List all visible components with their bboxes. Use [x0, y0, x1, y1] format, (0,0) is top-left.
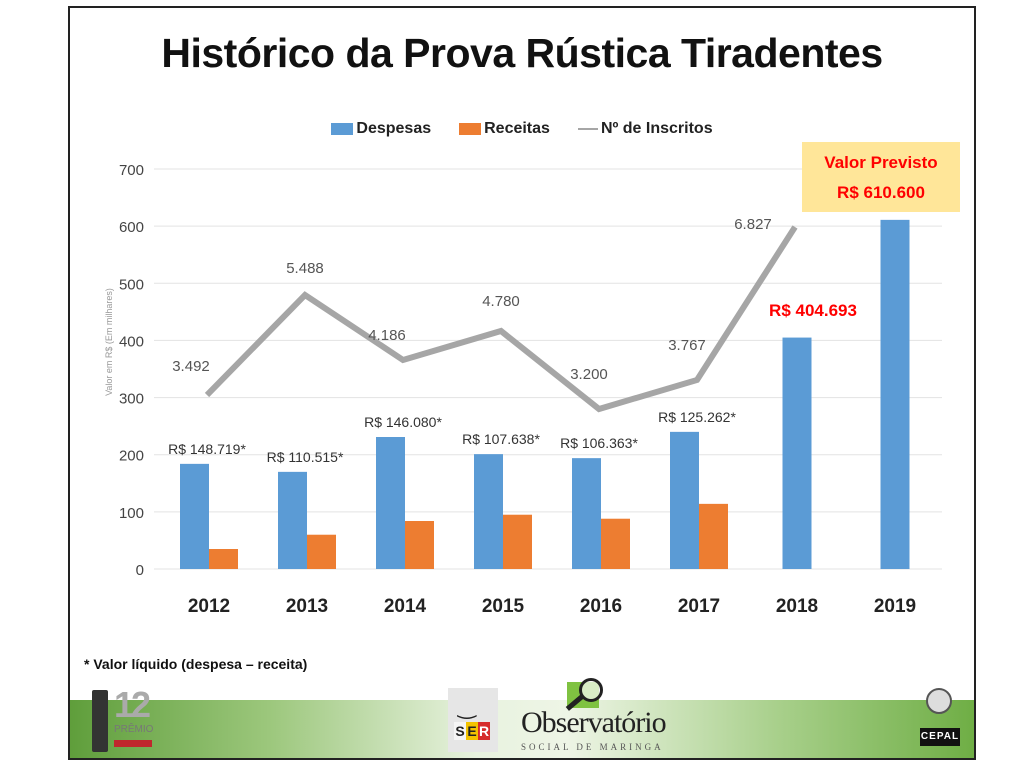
x-tick-label: 2016	[580, 596, 622, 617]
bar-data-label: R$ 146.080*	[364, 414, 442, 430]
ser-word: S E R	[454, 722, 490, 740]
bar-receitas	[503, 514, 532, 569]
y-tick-label: 200	[119, 448, 144, 465]
observatorio-name: Observatório	[521, 706, 667, 739]
x-tick-label: 2015	[482, 596, 525, 617]
cepal-logo: CEPAL	[918, 688, 962, 752]
bar-data-label: R$ 404.693	[769, 301, 857, 320]
bar-receitas	[209, 549, 238, 569]
line-data-label: 3.200	[570, 366, 608, 383]
bar-data-label: R$ 107.638*	[462, 431, 540, 447]
line-data-label: 4.780	[482, 293, 520, 310]
receitas-swatch-icon	[459, 123, 482, 135]
cepal-text: CEPAL	[920, 728, 960, 746]
legend-receitas-label: Receitas	[484, 120, 550, 137]
y-tick-label: 700	[119, 162, 144, 179]
y-tick-label: 0	[136, 562, 144, 579]
ser-logo: ‿ S E R	[448, 688, 498, 752]
y-tick-label: 300	[119, 391, 144, 408]
legend-inscritos-label: Nº de Inscritos	[600, 120, 713, 137]
bar-data-label: R$ 106.363*	[560, 435, 638, 451]
callout-box	[802, 142, 960, 212]
y-tick-label: 600	[119, 219, 144, 236]
bar-data-label: R$ 148.719*	[168, 441, 246, 457]
line-data-label: 4.186	[368, 327, 406, 344]
x-tick-label: 2012	[188, 596, 230, 617]
x-tick-label: 2014	[384, 596, 427, 617]
bar-despesas	[782, 337, 812, 569]
y-tick-label: 400	[119, 333, 144, 350]
inscritos-line-icon	[577, 128, 598, 130]
line-inscritos	[204, 225, 798, 413]
legend-despesas-label: Despesas	[356, 120, 432, 137]
chart-title: Histórico da Prova Rústica Tiradentes	[161, 30, 883, 76]
premio-text: PRÊMIO	[114, 724, 154, 735]
bar-despesas	[572, 458, 601, 569]
bar-data-label: R$ 125.262*	[658, 409, 736, 425]
observatorio-logo: Observatório SOCIAL DE MARINGA	[515, 678, 685, 758]
ser-letter-r: R	[478, 722, 490, 740]
y-tick-label: 500	[119, 276, 144, 293]
smiley-icon: ‿	[458, 694, 476, 719]
y-tick-label: 100	[119, 505, 144, 522]
bar-receitas	[699, 503, 728, 569]
observatorio-subtitle: SOCIAL DE MARINGA	[521, 742, 664, 752]
un-emblem-icon	[926, 688, 952, 714]
line-data-label: 5.488	[286, 260, 324, 277]
legend-receitas: Receitas	[459, 120, 550, 138]
y-axis-title: Valor em R$ (Em milhares)	[104, 288, 114, 396]
despesas-swatch-icon	[331, 123, 354, 135]
bar-despesas	[670, 431, 699, 569]
bar-despesas	[474, 454, 503, 569]
line-data-label: 6.827	[734, 216, 772, 233]
legend-despesas: Despesas	[331, 120, 431, 138]
bar-receitas	[405, 521, 434, 569]
footnote: * Valor líquido (despesa – receita)	[84, 656, 308, 672]
bar-receitas	[601, 518, 630, 569]
ser-letter-s: S	[454, 722, 466, 740]
premio-logo: 12 PRÊMIO	[88, 684, 158, 756]
callout-line1: Valor Previsto	[824, 153, 937, 172]
x-tick-label: 2017	[678, 596, 720, 617]
premio-ribbon	[114, 740, 152, 747]
premio-number: 12	[114, 684, 151, 725]
chart-plot: 0 100 200 300 400 500 600 700 Valor em R$ (Em mi…	[104, 142, 960, 617]
legend-inscritos: Nº de Inscritos	[577, 120, 713, 138]
bar-despesas	[376, 437, 405, 569]
slide-frame: Histórico da Prova Rústica Tiradentes De…	[68, 6, 976, 760]
x-tick-label: 2018	[776, 596, 818, 617]
x-tick-label: 2013	[286, 596, 328, 617]
bar-despesas	[880, 219, 910, 569]
footer-band	[70, 700, 974, 758]
line-data-label: 3.492	[172, 358, 210, 375]
callout-line2: R$ 610.600	[837, 183, 925, 202]
bar-despesas	[278, 471, 307, 569]
bar-data-label: R$ 110.515*	[267, 449, 344, 465]
line-data-label: 3.767	[668, 337, 706, 354]
bar-receitas	[307, 534, 336, 569]
x-tick-label: 2019	[874, 596, 916, 617]
chart-legend: Despesas Receitas Nº de Inscritos	[70, 120, 974, 138]
bar-despesas	[180, 463, 209, 569]
pillar-icon	[92, 690, 108, 752]
ser-letter-e: E	[466, 722, 478, 740]
